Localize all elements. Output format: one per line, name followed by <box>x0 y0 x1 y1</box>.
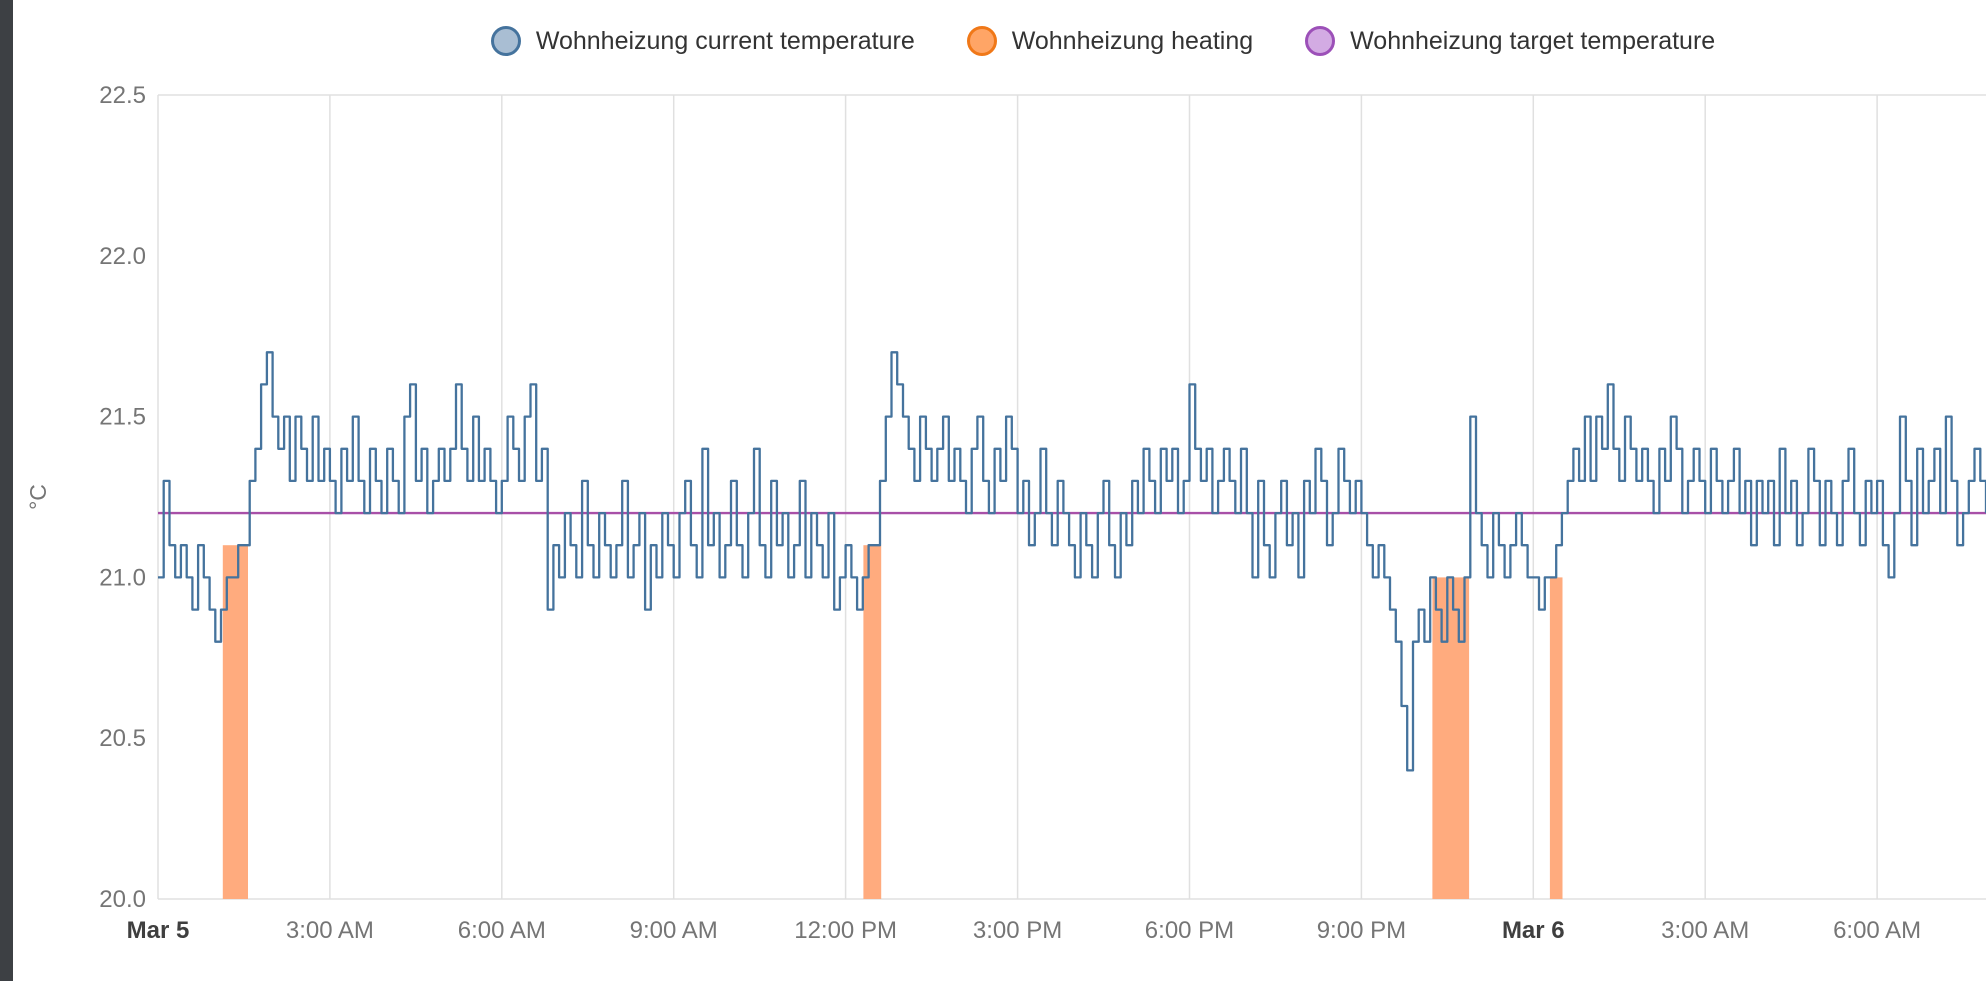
svg-text:21.5: 21.5 <box>99 404 146 431</box>
legend-marker-target-temperature-icon <box>1305 26 1336 56</box>
svg-text:6:00 AM: 6:00 AM <box>458 917 546 944</box>
svg-text:3:00 AM: 3:00 AM <box>286 917 374 944</box>
svg-text:22.0: 22.0 <box>99 243 146 270</box>
svg-text:6:00 PM: 6:00 PM <box>1145 917 1234 944</box>
svg-text:9:00 AM: 9:00 AM <box>630 917 718 944</box>
svg-text:3:00 PM: 3:00 PM <box>973 917 1062 944</box>
legend-label-heating: Wohnheizung heating <box>1011 26 1254 55</box>
legend-label-current-temperature: Wohnheizung current temperature <box>535 26 915 55</box>
svg-text:9:00 PM: 9:00 PM <box>1317 917 1406 944</box>
current-temperature-series <box>158 351 1986 772</box>
legend-marker-heating-icon <box>966 26 997 56</box>
legend-item-target-temperature[interactable]: Wohnheizung target temperature <box>1305 26 1715 56</box>
chart-legend: Wohnheizung current temperature Wohnheiz… <box>0 26 1986 56</box>
x-axis-labels: Mar 5 3:00 AM 6:00 AM 9:00 AM 12:00 PM 3:00 P… <box>127 917 1921 944</box>
y-axis-labels: 20.0 20.5 21.0 21.5 22.0 22.5 <box>99 82 146 913</box>
y-axis-title: °C <box>25 484 51 510</box>
sidebar-edge <box>0 0 13 981</box>
svg-text:Mar 6: Mar 6 <box>1502 917 1565 944</box>
svg-text:21.0: 21.0 <box>99 564 146 591</box>
svg-text:22.5: 22.5 <box>99 82 146 109</box>
svg-text:Mar 5: Mar 5 <box>127 917 190 944</box>
legend-label-target-temperature: Wohnheizung target temperature <box>1350 26 1716 55</box>
legend-marker-current-temperature-icon <box>490 26 521 56</box>
svg-text:20.5: 20.5 <box>99 725 146 752</box>
svg-text:12:00 PM: 12:00 PM <box>794 917 897 944</box>
legend-item-current-temperature[interactable]: Wohnheizung current temperature <box>490 26 915 56</box>
svg-text:3:00 AM: 3:00 AM <box>1661 917 1749 944</box>
svg-text:6:00 AM: 6:00 AM <box>1833 917 1921 944</box>
legend-item-heating[interactable]: Wohnheizung heating <box>966 26 1254 56</box>
svg-text:20.0: 20.0 <box>99 886 146 913</box>
